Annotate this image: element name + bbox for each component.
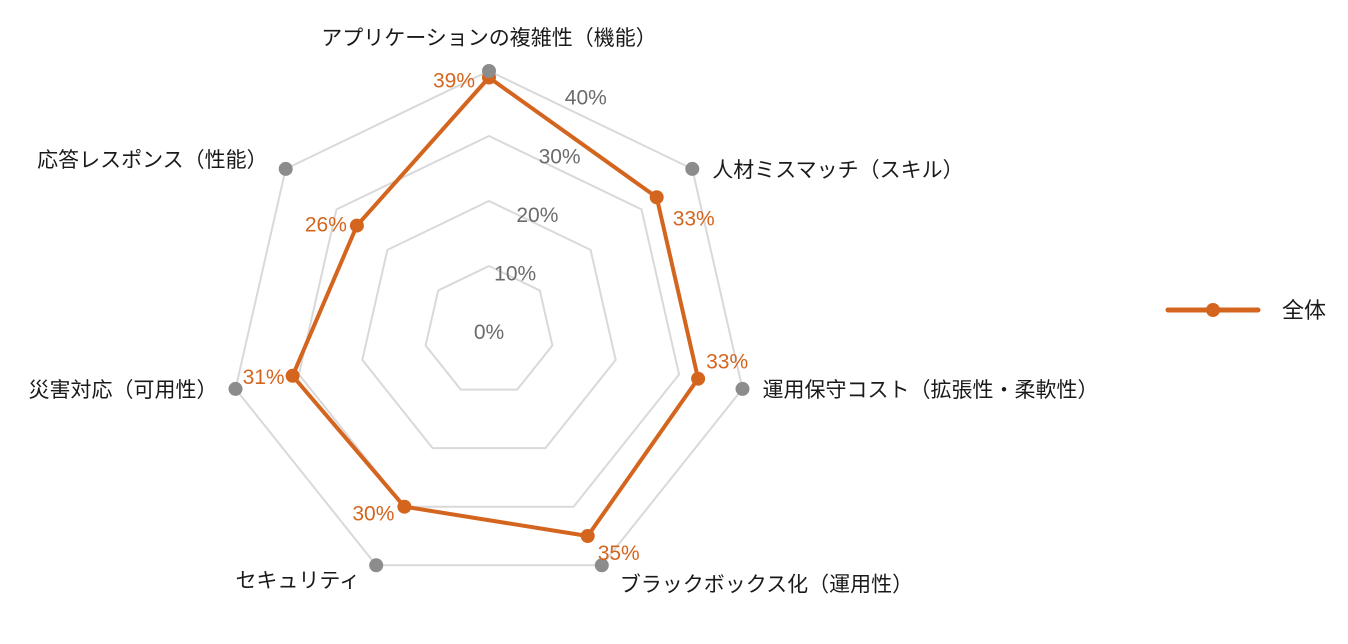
axis-marker [369,558,384,573]
axis-markers [228,64,750,573]
data-labels: 39% 33% 33% 35% 30% 31% 26% [243,70,749,566]
axis-marker [594,558,609,573]
category-label: アプリケーションの複雑性（機能） [321,26,657,50]
grid-ring-4 [234,69,744,567]
legend-marker [1206,303,1220,317]
legend-label: 全体 [1282,299,1326,324]
category-label: 災害対応（可用性） [29,378,218,402]
category-labels: アプリケーションの複雑性（機能） 人材ミスマッチ（スキル） 運用保守コスト（拡張性・… [29,26,1099,596]
grid-ring-2 [361,199,617,450]
axis-marker [482,64,496,78]
grid-ring-3 [297,134,681,508]
data-label: 33% [673,207,715,230]
series-line [290,75,701,538]
legend: 全体 [1165,299,1326,324]
category-label: 応答レスポンス（性能） [37,148,268,172]
category-label: 運用保守コスト（拡張性・柔軟性） [763,378,1099,402]
data-point [397,499,412,514]
radial-tick-labels: 0% 10% 20% 30% 40% [474,87,607,344]
tick-label: 20% [516,204,558,227]
axis-marker [735,381,750,396]
data-label: 26% [305,214,347,237]
series-layer [285,70,706,543]
radar-grid [234,69,744,567]
grid-ring-1 [424,264,554,391]
data-label: 35% [598,542,640,565]
data-point [580,529,595,543]
category-label: セキュリティ [235,568,360,592]
data-point [349,218,364,233]
tick-label: 10% [494,262,536,285]
axis-marker [228,381,243,396]
data-label: 33% [706,351,748,374]
data-point [691,371,706,386]
tick-label: 0% [474,321,504,344]
axis-marker [278,161,293,176]
data-label: 31% [243,366,285,389]
data-label: 30% [352,503,394,526]
category-label: ブラックボックス化（運用性） [620,572,913,596]
axis-marker [685,161,700,176]
tick-label: 40% [565,87,607,110]
data-point [649,190,664,205]
data-label: 39% [433,70,475,93]
tick-label: 30% [539,145,581,168]
data-point [285,368,300,383]
category-label: 人材ミスマッチ（スキル） [712,158,963,182]
